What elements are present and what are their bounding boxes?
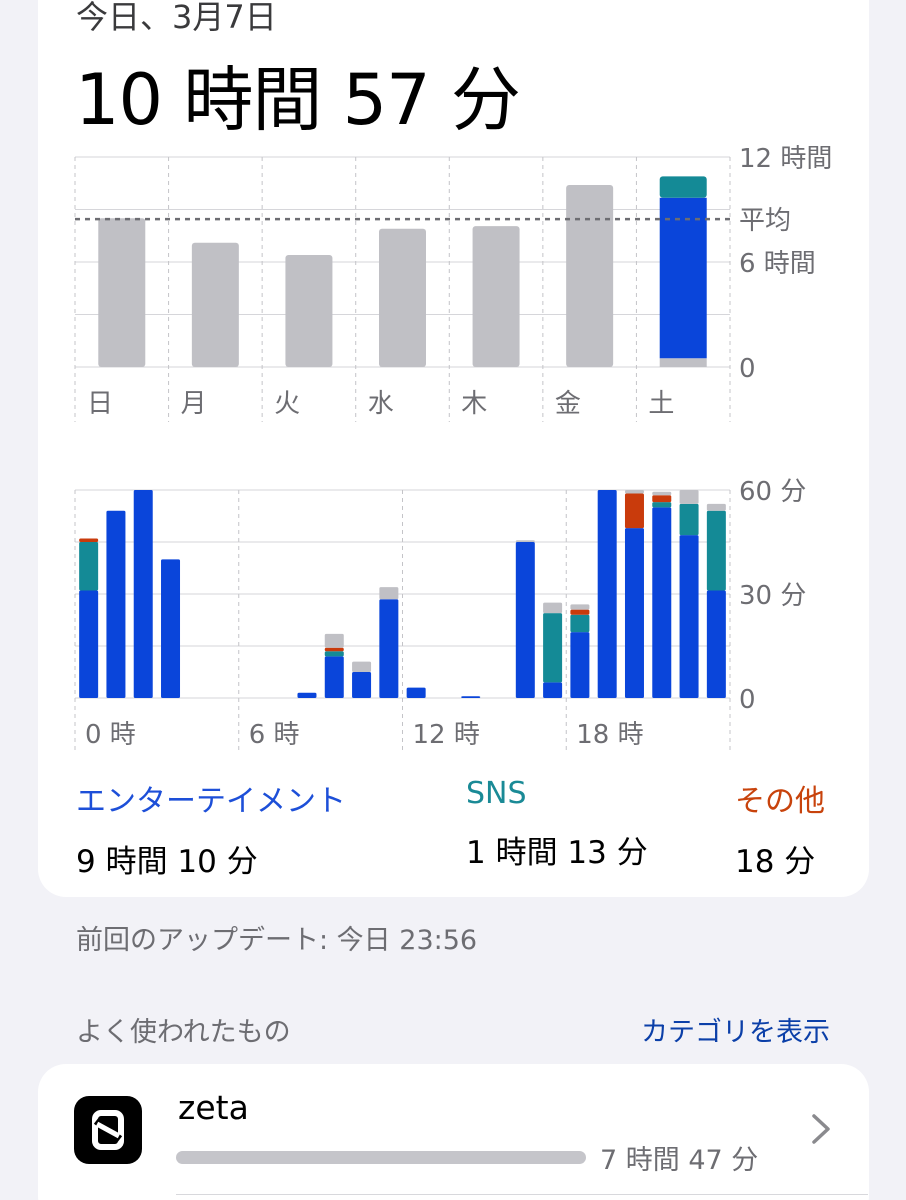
bar-hour-9-未分類 <box>324 633 344 648</box>
legend-other-value: 18 分 <box>735 844 816 880</box>
bar-0-その他のカテゴリ <box>98 218 146 367</box>
legend-entertainment: エンターテイメント 9 時間 10 分 <box>76 776 346 881</box>
bar-hour-16-エンターテイメント <box>515 542 535 698</box>
y-tick-label: 12 時間 <box>739 144 832 174</box>
legend-sns-label: SNS <box>466 776 527 811</box>
bar-5-その他のカテゴリ <box>566 185 614 367</box>
x-tick-label: 土 <box>648 389 674 419</box>
bar-hour-23-未分類 <box>706 503 726 511</box>
last-updated-label: 前回のアップデート: 今日 23:56 <box>76 925 478 956</box>
bar-hour-18-その他 <box>570 609 590 615</box>
bar-hour-23-SNS <box>706 510 726 591</box>
x-tick-label: 火 <box>274 389 300 419</box>
bar-hour-11-未分類 <box>379 587 399 600</box>
bar-hour-18-SNS <box>570 614 590 633</box>
bar-hour-18-エンターテイメント <box>570 632 590 698</box>
bar-hour-10-未分類 <box>352 661 372 672</box>
bar-hour-23-エンターテイメント <box>706 590 726 698</box>
y-tick-label: 0 <box>739 354 756 384</box>
x-tick-label: 金 <box>555 389 581 419</box>
bar-hour-14-エンターテイメント <box>461 696 481 698</box>
bar-hour-9-SNS <box>324 651 344 657</box>
bar-hour-21-未分類 <box>652 491 672 496</box>
app-usage-bar <box>176 1151 586 1164</box>
bar-hour-11-エンターテイメント <box>379 599 399 698</box>
legend-entertainment-value: 9 時間 10 分 <box>76 844 258 880</box>
y-tick-label: 0 <box>739 685 756 715</box>
bar-hour-21-エンターテイメント <box>652 507 672 698</box>
bar-hour-17-エンターテイメント <box>543 682 563 698</box>
bar-hour-2-エンターテイメント <box>133 490 153 698</box>
app-name: zeta <box>178 1088 249 1127</box>
average-label: 平均 <box>739 206 791 236</box>
bar-3-その他のカテゴリ <box>379 228 426 367</box>
x-tick-label: 日 <box>87 389 113 419</box>
bar-hour-21-SNS <box>652 502 672 508</box>
most-used-title: よく使われたもの <box>76 1017 291 1048</box>
total-time: 10 時間 57 分 <box>75 59 521 141</box>
show-categories-link[interactable]: カテゴリを表示 <box>641 1017 830 1048</box>
bar-hour-16-未分類 <box>515 540 535 542</box>
bar-hour-1-エンターテイメント <box>106 510 126 698</box>
bar-hour-19-エンターテイメント <box>597 490 617 698</box>
legend-other-label: その他 <box>735 784 825 819</box>
weekly-usage-chart[interactable]: 0 6 時間 12 時間日 月 火 水 木 金 土 平均 <box>0 140 906 430</box>
y-tick-label: 60 分 <box>739 477 806 507</box>
app-usage-time: 7 時間 47 分 <box>600 1145 759 1176</box>
bar-hour-17-未分類 <box>543 602 563 614</box>
bar-hour-0-その他 <box>79 538 99 542</box>
bar-4-その他のカテゴリ <box>472 226 520 367</box>
bar-hour-3-エンターテイメント <box>161 559 181 698</box>
legend-entertainment-label: エンターテイメント <box>76 784 346 819</box>
x-tick-label: 18 時 <box>576 720 643 750</box>
zeta-app-icon <box>74 1096 142 1164</box>
bar-hour-8-エンターテイメント <box>297 692 317 698</box>
bar-hour-9-その他 <box>324 647 344 652</box>
x-tick-label: 12 時 <box>413 720 480 750</box>
app-row[interactable] <box>38 1064 869 1200</box>
x-tick-label: 6 時 <box>249 720 300 750</box>
bar-1-その他のカテゴリ <box>191 242 239 367</box>
bar-hour-22-未分類 <box>679 490 699 504</box>
bar-hour-20-エンターテイメント <box>624 528 644 698</box>
bar-6-SNS <box>659 176 707 198</box>
legend-sns: SNS 1 時間 13 分 <box>466 776 648 872</box>
bar-hour-10-エンターテイメント <box>352 672 372 698</box>
x-tick-label: 木 <box>461 389 487 419</box>
bar-hour-22-SNS <box>679 503 699 536</box>
row-divider <box>176 1194 868 1195</box>
bar-6-エンターテイメント <box>659 197 707 359</box>
legend-sns-value: 1 時間 13 分 <box>466 835 648 871</box>
bar-hour-17-SNS <box>543 613 563 683</box>
bar-hour-20-未分類 <box>624 490 644 494</box>
y-tick-label: 30 分 <box>739 581 806 611</box>
bar-hour-22-エンターテイメント <box>679 535 699 698</box>
date-label: 今日、3月7日 <box>76 0 277 36</box>
bar-hour-12-エンターテイメント <box>406 687 426 698</box>
bar-hour-20-その他 <box>624 493 644 529</box>
x-tick-label: 水 <box>368 389 394 419</box>
legend-other: その他 18 分 <box>735 776 825 881</box>
y-tick-label: 6 時間 <box>739 249 816 279</box>
bar-hour-21-その他 <box>652 495 672 503</box>
x-tick-label: 0 時 <box>85 720 136 750</box>
bar-6-その他のカテゴリ <box>659 358 707 367</box>
hourly-usage-chart[interactable]: 0 30 分 60 分 0 時 6 時 12 時 18 時 <box>0 470 906 760</box>
bar-2-その他のカテゴリ <box>285 255 333 367</box>
bar-hour-0-エンターテイメント <box>79 590 99 698</box>
bar-hour-18-未分類 <box>570 604 590 610</box>
chevron-right-icon[interactable] <box>810 1112 834 1146</box>
zeta-logo-icon <box>92 1110 124 1150</box>
bar-hour-9-エンターテイメント <box>324 656 344 698</box>
bar-hour-0-SNS <box>79 542 99 591</box>
x-tick-label: 月 <box>181 389 207 419</box>
